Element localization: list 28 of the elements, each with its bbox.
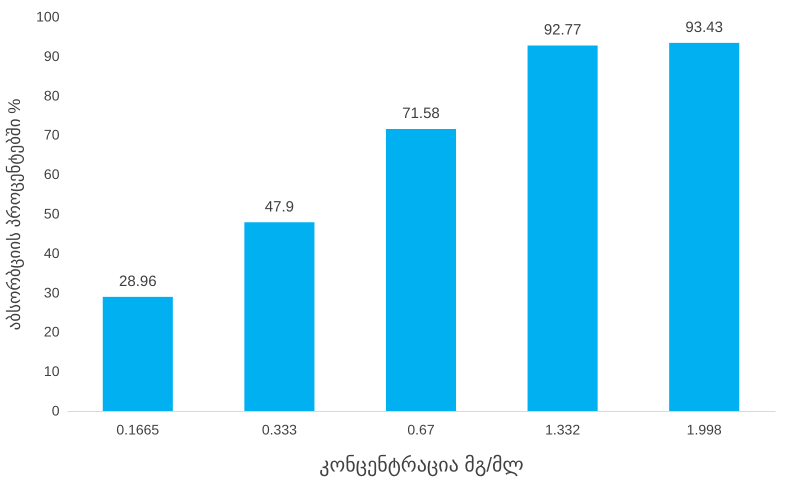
y-tick-label: 0: [52, 402, 60, 418]
x-tick-label: 1.332: [545, 422, 580, 438]
bar: [669, 42, 740, 411]
y-tick-label: 10: [44, 363, 60, 380]
y-tick-label: 60: [44, 166, 60, 182]
x-tick-label: 0.67: [407, 422, 435, 438]
y-tick-label: 50: [44, 206, 60, 222]
bar: [528, 45, 598, 411]
y-tick-label: 90: [44, 48, 60, 64]
bar: [386, 128, 456, 411]
y-tick-label: 20: [44, 324, 60, 340]
bar: [102, 296, 173, 411]
y-tick-label: 40: [44, 244, 60, 261]
data-label: 93.43: [685, 18, 723, 36]
y-axis-title: აბსორბციის პროცენტებში %: [5, 98, 26, 330]
y-tick-label: 70: [44, 126, 60, 143]
data-label: 71.58: [402, 104, 440, 122]
y-tick-label: 100: [36, 8, 60, 24]
x-tick-label: 0.1665: [116, 422, 160, 438]
x-tick-label: 1.998: [686, 422, 722, 438]
x-axis-title: კონცენტრაცია მგ/მლ: [319, 454, 524, 476]
data-label: 28.96: [119, 272, 157, 290]
y-tick-label: 80: [44, 87, 60, 104]
y-tick-label: 30: [44, 284, 60, 300]
data-label: 92.77: [544, 21, 582, 38]
data-label: 47.9: [264, 198, 294, 216]
bar: [244, 222, 314, 411]
x-tick-label: 0.333: [262, 422, 298, 438]
